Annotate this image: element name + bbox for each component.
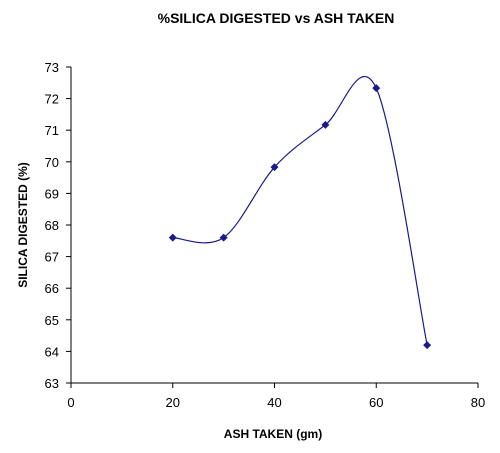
x-tick-label: 0 [67, 395, 74, 410]
y-tick-label: 68 [45, 218, 59, 233]
y-tick-label: 72 [45, 92, 59, 107]
y-tick-label: 65 [45, 313, 59, 328]
y-tick-label: 73 [45, 60, 59, 75]
x-tick-label: 60 [369, 395, 383, 410]
x-tick-label: 20 [166, 395, 180, 410]
series-curve [172, 75, 428, 346]
data-points [168, 84, 432, 350]
data-point-marker [321, 120, 330, 129]
data-point-marker [168, 233, 177, 242]
chart-title: %SILICA DIGESTED vs ASH TAKEN [158, 10, 395, 26]
x-tick-label: 40 [267, 395, 281, 410]
x-tick-label: 80 [471, 395, 485, 410]
y-tick-label: 70 [45, 155, 59, 170]
x-axis-title: ASH TAKEN (gm) [224, 427, 322, 441]
y-tick-label: 71 [45, 123, 59, 138]
y-tick-label: 69 [45, 186, 59, 201]
data-point-marker [219, 233, 228, 242]
y-tick-label: 67 [45, 250, 59, 265]
data-point-marker [423, 341, 432, 350]
chart-ticks: 63 64 65 66 67 68 69 70 71 72 73 0 20 40 60 80 [45, 60, 486, 410]
data-point-marker [270, 163, 279, 172]
y-tick-label: 63 [45, 376, 59, 391]
y-axis-title: SILICA DIGESTED (%) [16, 162, 30, 288]
y-tick-label: 64 [45, 344, 59, 359]
data-point-marker [372, 84, 381, 93]
y-tick-label: 66 [45, 281, 59, 296]
chart-axes [70, 67, 478, 384]
